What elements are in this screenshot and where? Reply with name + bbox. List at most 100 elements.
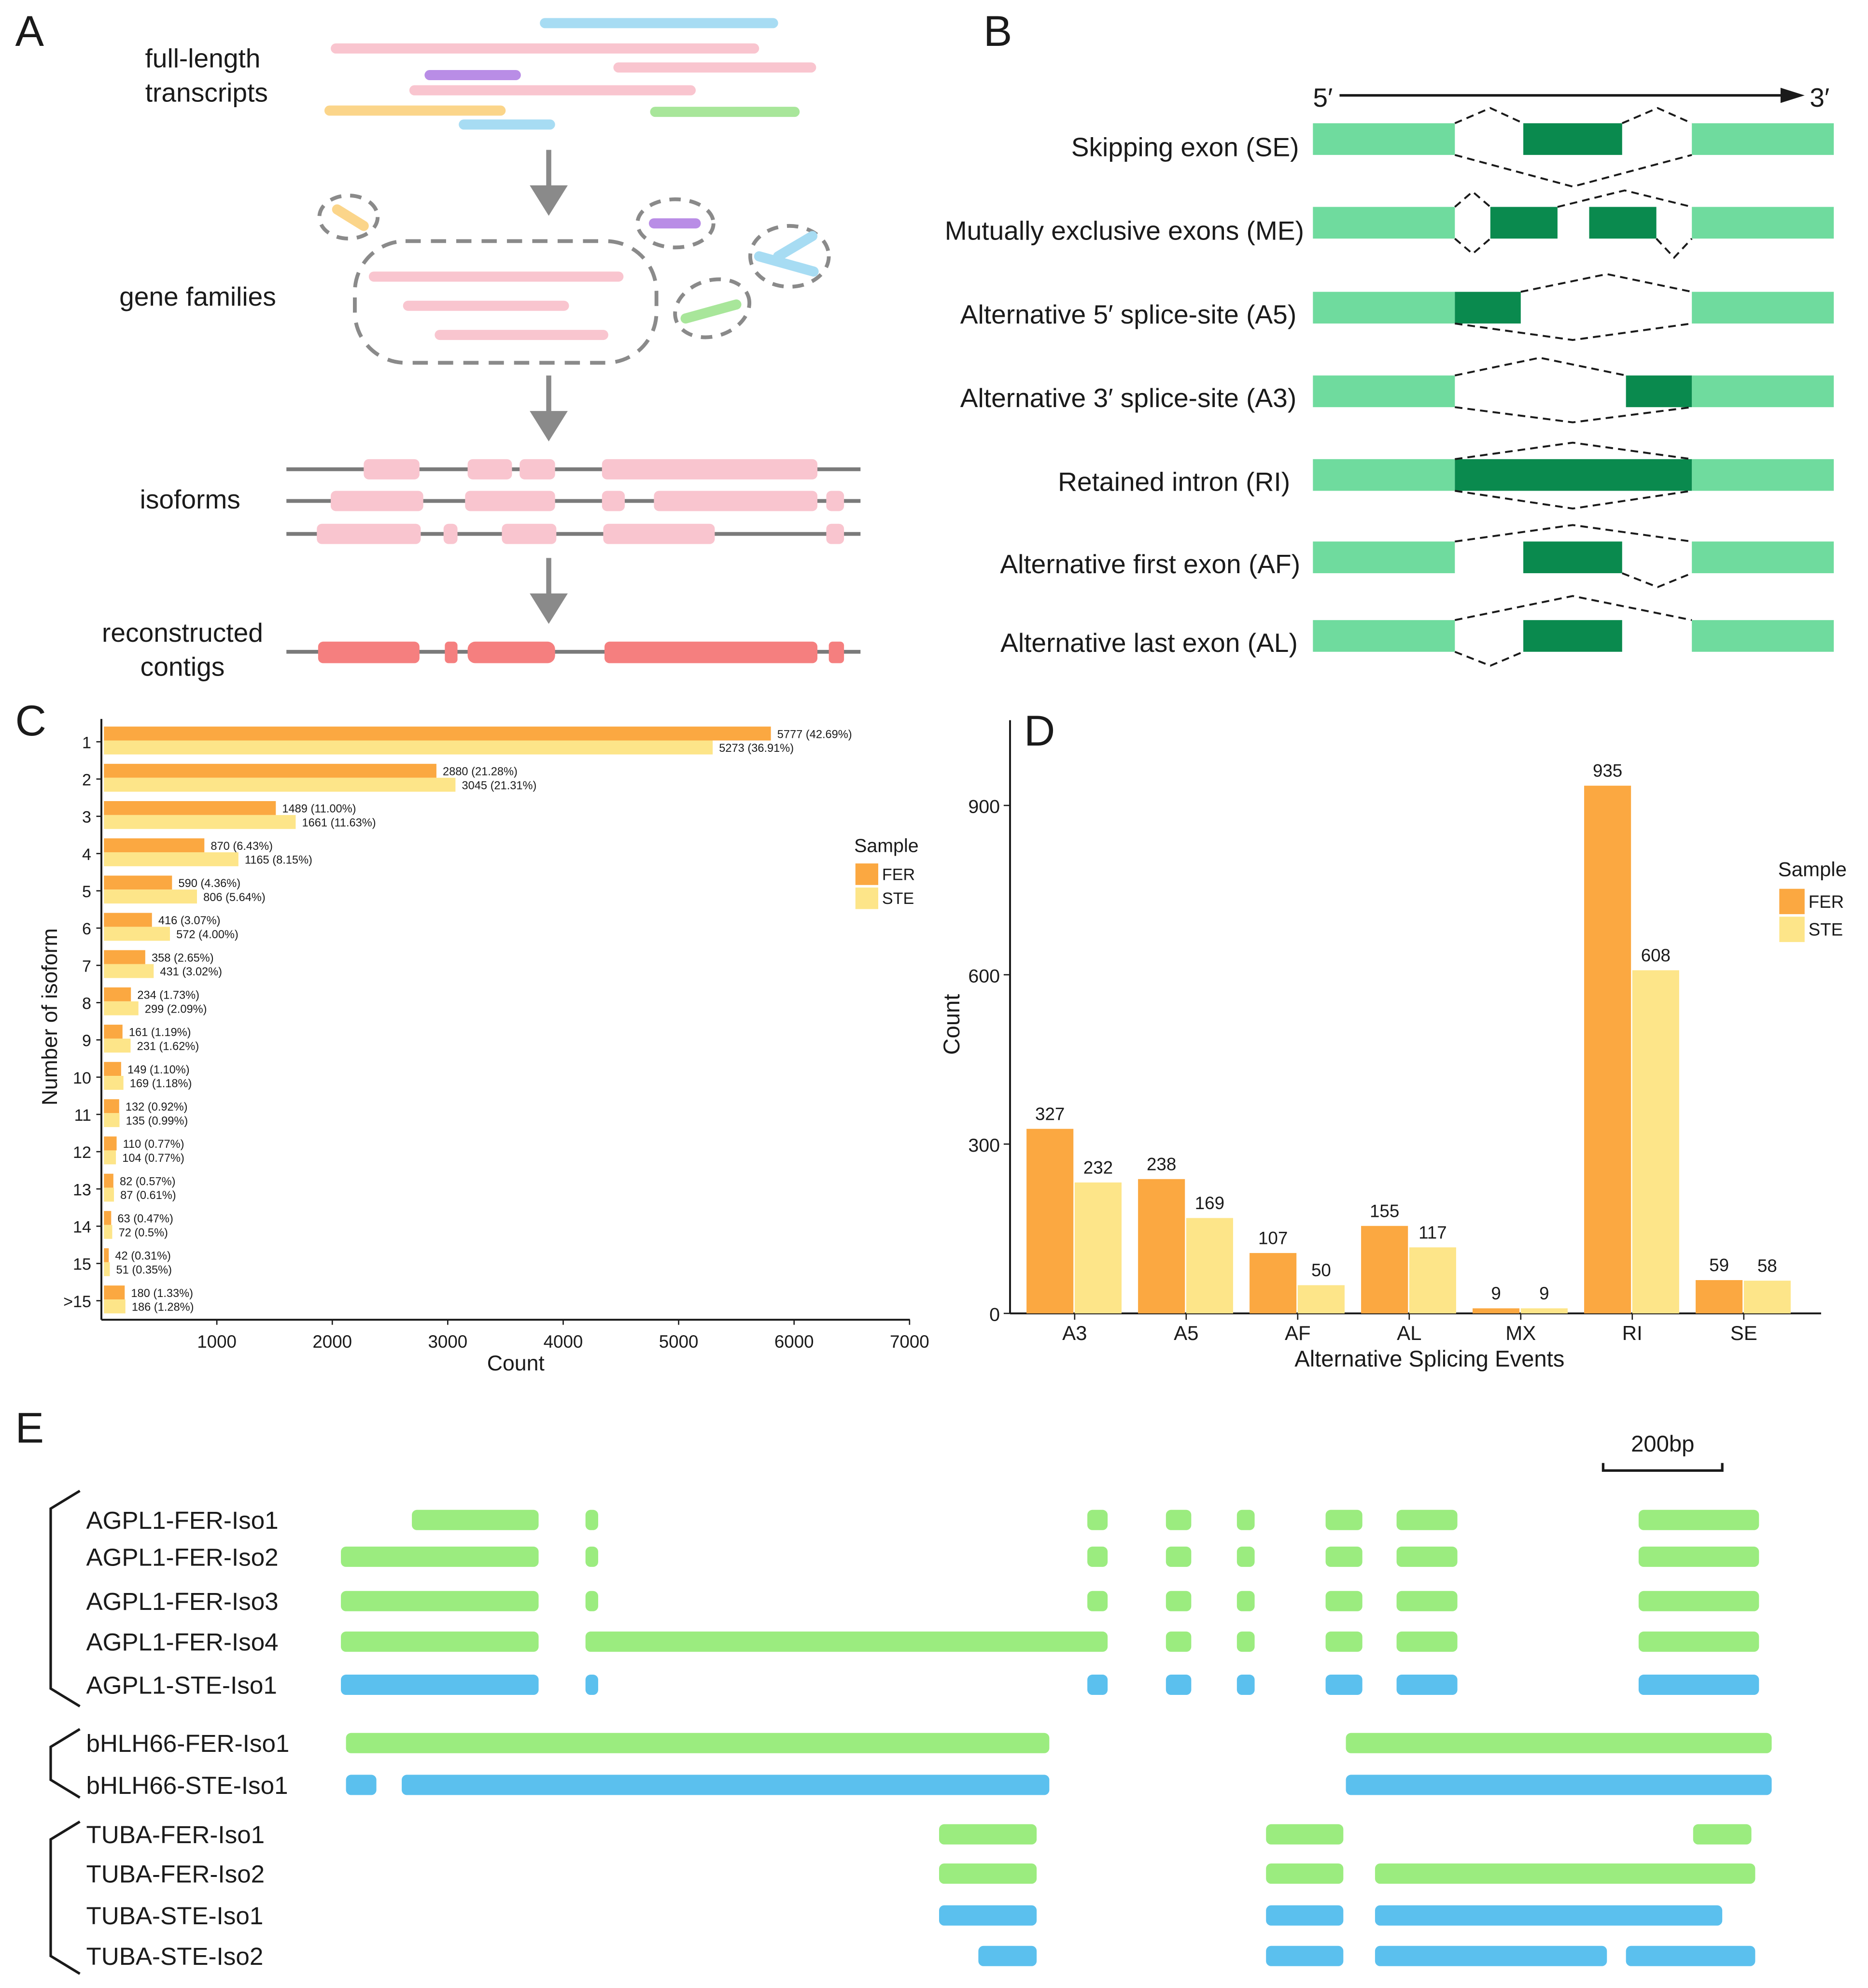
panel-e-label: E <box>15 1404 44 1452</box>
event-label-ri: Retained intron (RI) <box>1058 466 1290 496</box>
track-exon <box>1375 1905 1723 1926</box>
track-exon <box>1166 1591 1192 1611</box>
c-data-label: 234 (1.73%) <box>137 989 199 1001</box>
c-tick-label-y: 3 <box>82 808 91 827</box>
isoform-label: TUBA-STE-Iso1 <box>86 1902 263 1930</box>
isoform-label: AGPL1-STE-Iso1 <box>86 1671 277 1699</box>
d-tick-label-x: A5 <box>1174 1322 1198 1344</box>
d-tick-label-x: AF <box>1285 1322 1311 1344</box>
family-outline <box>635 197 716 250</box>
event-label-me: Mutually exclusive exons (ME) <box>945 216 1304 246</box>
chart-c-legend-title: Sample <box>854 835 918 857</box>
isoform-exon <box>826 523 844 544</box>
d-tick-label-x: AL <box>1397 1322 1421 1344</box>
d-tick-label-y: 300 <box>968 1135 1000 1156</box>
track-exon <box>341 1591 539 1611</box>
d-tick-label-x: MX <box>1505 1322 1536 1344</box>
track-exon <box>1236 1591 1255 1611</box>
d-tick-label-x: SE <box>1730 1322 1757 1344</box>
track-exon <box>1325 1675 1362 1695</box>
track-exon <box>1396 1631 1458 1652</box>
track-exon <box>1396 1591 1458 1611</box>
splice-junction <box>1454 595 1692 621</box>
track-exon <box>1166 1675 1192 1695</box>
d-bar-ste <box>1632 970 1679 1313</box>
arrow-down <box>530 150 568 216</box>
track-exon <box>585 1546 598 1567</box>
c-tick-label-y: 12 <box>73 1143 91 1162</box>
isoform-exon <box>520 459 555 479</box>
c-data-label: 87 (0.61%) <box>120 1189 176 1202</box>
event-labels: Skipping exon (SE) Mutually exclusive ex… <box>945 132 1304 657</box>
splice-junction <box>1455 524 1692 543</box>
isoform-label: TUBA-FER-Iso1 <box>86 1821 265 1848</box>
family-outline <box>673 277 752 339</box>
c-bar-fer <box>104 875 172 890</box>
scale-bar-label: 200bp <box>1631 1431 1694 1457</box>
alt-exon-af <box>1523 541 1622 574</box>
c-data-label: 42 (0.31%) <box>115 1250 170 1263</box>
splice-junction <box>1454 238 1491 255</box>
track-exon <box>1638 1591 1759 1611</box>
isoform-exon <box>443 523 458 544</box>
c-data-label: 161 (1.19%) <box>129 1027 191 1039</box>
c-bar-fer <box>104 987 131 1001</box>
c-tick-label-y: 2 <box>82 771 91 789</box>
track-exon <box>1236 1631 1255 1652</box>
isoform-label: AGPL1-FER-Iso2 <box>86 1543 278 1571</box>
track-exon <box>1346 1775 1772 1795</box>
transcript-bar <box>680 299 742 324</box>
legend-label-ste: STE <box>882 889 914 908</box>
c-bar-fer <box>104 1173 113 1188</box>
gene-families <box>317 193 831 365</box>
track-exon <box>1266 1905 1344 1926</box>
c-bar-ste <box>104 1076 124 1090</box>
isoform-exon <box>465 491 555 511</box>
splice-junction <box>1454 190 1491 208</box>
d-tick-label-y: 900 <box>968 796 1000 818</box>
c-data-label: 231 (1.62%) <box>137 1041 199 1053</box>
c-data-label: 870 (6.43%) <box>211 840 273 853</box>
arrow-down <box>530 558 568 624</box>
splice-junction <box>1455 406 1692 423</box>
c-data-label: 806 (5.64%) <box>203 891 266 904</box>
d-bar-fer <box>1250 1253 1297 1313</box>
d-bar-fer <box>1473 1308 1520 1313</box>
track-exon <box>1396 1509 1458 1530</box>
track-exon <box>1638 1546 1759 1567</box>
c-bar-fer <box>104 1285 125 1300</box>
step-full-length-line2: transcripts <box>145 78 268 108</box>
c-data-label: 1661 (11.63%) <box>302 817 376 829</box>
contig-exon <box>604 641 818 663</box>
isoform-label: TUBA-STE-Iso2 <box>86 1943 263 1970</box>
full-length-transcripts <box>324 18 816 130</box>
c-bar-ste <box>104 1150 116 1165</box>
legend-swatch-fer <box>1779 888 1805 915</box>
alt-exon-me-1 <box>1490 207 1558 239</box>
c-bar-ste <box>104 1113 120 1128</box>
d-data-label: 238 <box>1147 1154 1176 1174</box>
legend-swatch-fer <box>855 863 879 885</box>
c-data-label: 416 (3.07%) <box>158 915 221 927</box>
c-bar-ste <box>104 740 713 755</box>
splice-junction <box>1454 107 1524 125</box>
d-bar-ste <box>1743 1281 1791 1313</box>
c-tick-label-y: 7 <box>82 957 91 975</box>
isoform-exon <box>602 459 818 479</box>
panel-c: C Number of isoform Count 1 5777 (42.69%)… <box>15 696 929 1375</box>
c-bar-fer <box>104 1025 123 1039</box>
track-exon <box>341 1546 539 1567</box>
track-exon <box>1087 1591 1108 1611</box>
d-bar-fer <box>1138 1179 1185 1313</box>
three-prime-label: 3′ <box>1810 83 1829 113</box>
step-full-length-line1: full-length <box>145 43 260 73</box>
d-bar-ste <box>1074 1182 1122 1313</box>
event-label-af: Alternative first exon (AF) <box>1000 549 1300 579</box>
d-bar-ste <box>1297 1285 1345 1313</box>
transcript-bar <box>754 251 819 277</box>
event-label-al: Alternative last exon (AL) <box>1000 628 1298 658</box>
track-exon <box>1236 1509 1255 1530</box>
track-exon <box>1266 1824 1344 1845</box>
c-tick-label-y: 8 <box>82 994 91 1013</box>
